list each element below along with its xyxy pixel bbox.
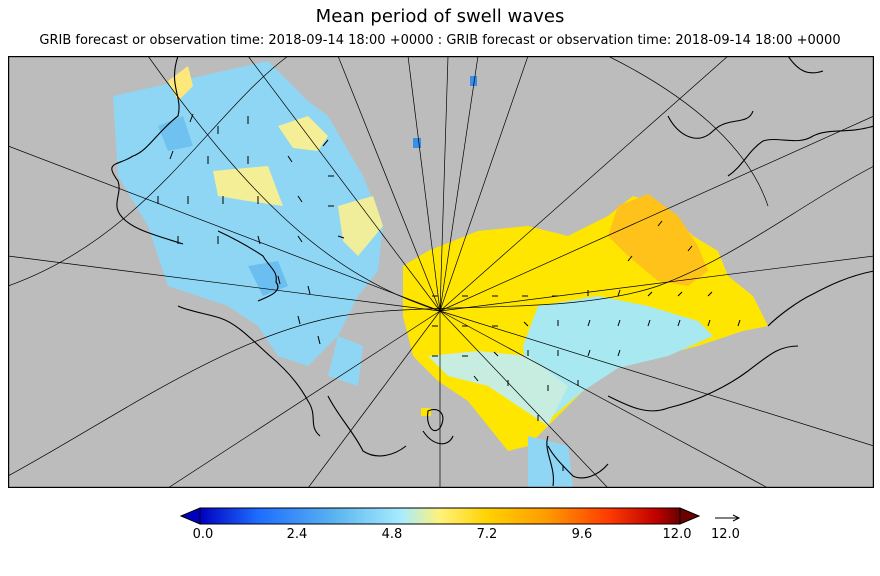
chart-subtitle: GRIB forecast or observation time: 2018-…	[39, 33, 841, 48]
swell-period-map	[8, 56, 874, 488]
swell-speck	[421, 408, 431, 416]
colorbar-tick: 7.2	[476, 527, 498, 542]
colorbar-tick: 12.0	[662, 527, 692, 542]
chart-title: Mean period of swell waves	[315, 6, 565, 27]
colorbar-max-extension	[679, 507, 700, 525]
graticule	[8, 56, 874, 488]
colorbar-tick: 2.4	[286, 527, 308, 542]
swell-speck	[470, 76, 477, 86]
map-frame	[8, 56, 874, 488]
colorbar-scale	[199, 507, 681, 525]
reference-vector-label: 12.0	[711, 527, 740, 542]
reference-vector-arrow	[715, 514, 741, 522]
colorbar-tick: 4.8	[381, 527, 403, 542]
coastlines	[111, 56, 874, 487]
swell-speck	[413, 138, 421, 148]
colorbar-tick: 0.0	[192, 527, 214, 542]
colorbar-tick: 9.6	[571, 527, 593, 542]
colorbar-min-extension	[180, 507, 201, 525]
colorbar	[180, 507, 700, 525]
swell-field-west	[113, 61, 383, 366]
swell-direction-arrows	[157, 113, 741, 471]
